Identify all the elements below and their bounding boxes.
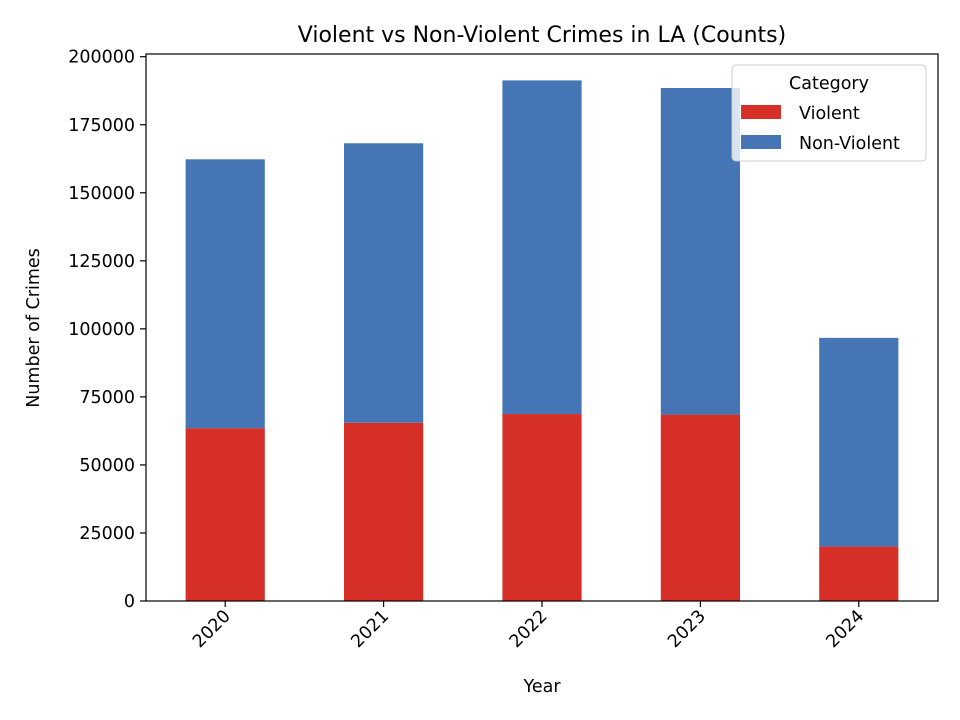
bar-violent-2024 [819, 546, 899, 601]
x-axis-label: Year [522, 677, 561, 697]
plot-area [145, 53, 939, 602]
y-tick-label: 75000 [79, 388, 135, 408]
y-tick-label: 25000 [79, 524, 135, 544]
y-axis-label: Number of Crimes [24, 248, 44, 408]
bar-non-violent-2023 [660, 88, 740, 415]
bar-non-violent-2020 [185, 159, 265, 429]
bar-non-violent-2022 [502, 80, 582, 415]
x-tick-label: 2020 [189, 606, 235, 652]
x-axis: 2020 2021 2022 2023 2024 [189, 601, 868, 652]
x-tick-label: 2022 [506, 606, 552, 652]
y-tick-label: 100000 [68, 320, 135, 340]
bar-violent-2022 [502, 414, 582, 601]
bar-violent-2020 [185, 428, 265, 601]
bar-non-violent-2024 [819, 337, 899, 547]
y-axis: 0 25000 50000 75000 100000 125000 150000 175000… [68, 48, 146, 612]
legend-swatch-non-violent [741, 135, 781, 149]
y-tick-label: 0 [124, 592, 135, 612]
chart-title: Violent vs Non-Violent Crimes in LA (Cou… [298, 23, 786, 48]
y-tick-label: 150000 [68, 184, 135, 204]
y-tick-label: 200000 [68, 48, 135, 68]
x-tick-label: 2024 [823, 606, 869, 652]
bar-non-violent-2021 [344, 143, 424, 423]
legend: Category Violent Non-Violent [731, 64, 927, 162]
legend-swatch-violent [741, 105, 781, 119]
legend-label-violent: Violent [799, 104, 860, 124]
bar-violent-2021 [344, 422, 424, 601]
y-tick-label: 50000 [79, 456, 135, 476]
legend-title: Category [789, 74, 869, 94]
x-tick-label: 2021 [347, 606, 393, 652]
y-tick-label: 175000 [68, 116, 135, 136]
legend-label-non-violent: Non-Violent [799, 134, 900, 154]
y-tick-label: 125000 [68, 252, 135, 272]
x-tick-label: 2023 [664, 606, 710, 652]
bar-violent-2023 [660, 414, 740, 601]
